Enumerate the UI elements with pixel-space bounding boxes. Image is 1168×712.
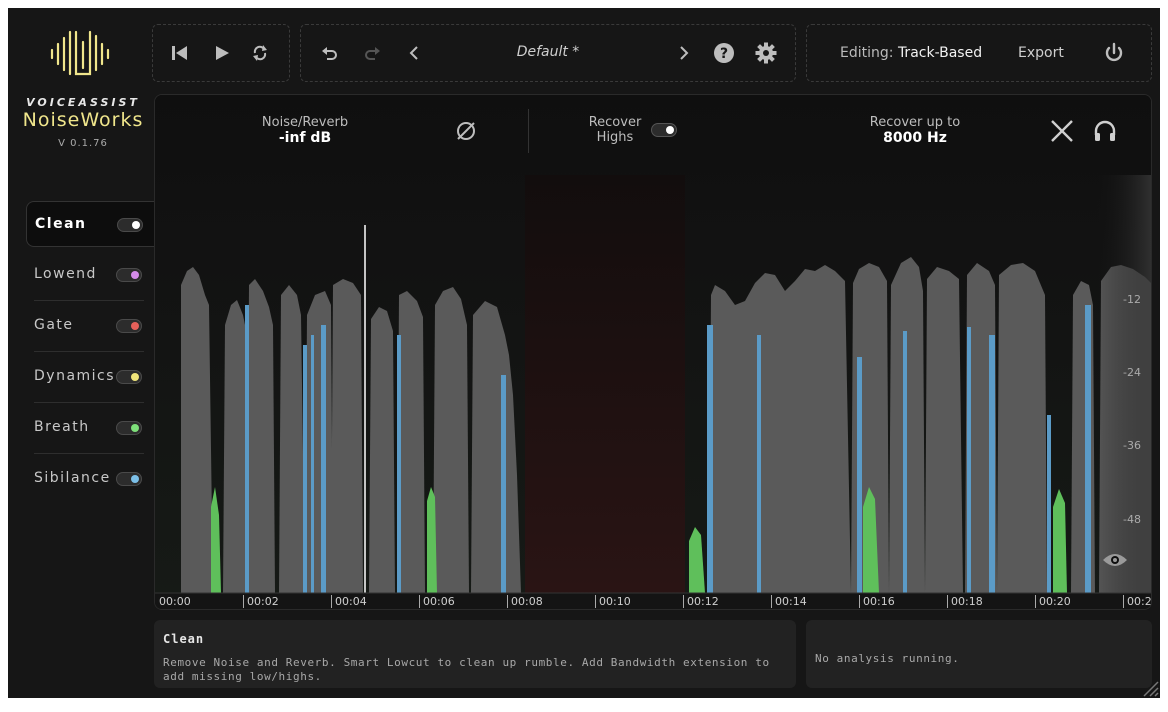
db-scale-label: -36 [1123,439,1141,452]
phase-invert-icon[interactable] [453,118,479,144]
next-preset-icon[interactable] [674,42,694,64]
preset-group [300,24,796,82]
divider [34,300,144,301]
editing-group [806,24,1152,82]
clean-toggle[interactable] [117,218,143,232]
eye-icon[interactable] [1101,549,1129,571]
play-icon[interactable] [210,42,234,64]
svg-text:?: ? [720,46,728,62]
timeline-tick: 00:16 [859,595,895,608]
lowend-toggle[interactable] [116,268,142,282]
undo-icon[interactable] [318,42,342,64]
waveform-segment [181,257,1151,593]
recover-up-to-param[interactable]: Recover up to 8000 Hz [855,115,975,146]
analysis-status-panel: No analysis running. [806,620,1152,688]
logo-icon [50,30,110,76]
breath-markers [211,487,1067,593]
redo-icon[interactable] [360,42,384,64]
timeline-tick: 00:14 [771,595,807,608]
close-icon[interactable] [1048,117,1076,145]
resize-handle-icon[interactable] [1140,678,1160,698]
sidebar-item-dynamics[interactable]: Dynamics [26,354,154,400]
sidebar-item-gate[interactable]: Gate [26,303,154,349]
noise-reverb-label: Noise/Reverb [261,115,349,130]
module-info-title: Clean [163,632,205,646]
timeline-tick: 00:06 [419,595,455,608]
timeline-tick: 00:00 [159,595,191,608]
sidebar-item-label: Dynamics [34,368,116,384]
export-button[interactable]: Export [1018,45,1064,61]
recover-up-to-value: 8000 Hz [883,130,947,146]
sidebar-item-label: Lowend [34,266,97,282]
app-window: VOICEASSIST NoiseWorks V 0.1.76 Default … [8,8,1160,698]
editing-value: Track-Based [897,45,983,61]
power-icon[interactable] [1102,41,1126,65]
sibilance-markers [245,305,1091,593]
skip-to-start-icon[interactable] [168,42,192,64]
module-info-panel: Clean Remove Noise and Reverb. Smart Low… [154,620,796,688]
timeline-tick: 00:2 [1123,595,1151,608]
editing-label: Editing: [840,45,894,61]
logo: VOICEASSIST NoiseWorks V 0.1.76 [8,8,158,178]
db-scale-label: -12 [1123,293,1141,306]
db-scale-label: -24 [1123,366,1141,379]
divider [34,402,144,403]
analysis-status: No analysis running. [815,652,960,665]
sidebar-item-label: Breath [34,419,90,435]
db-scale-label: -48 [1123,513,1141,526]
divider [34,351,144,352]
sidebar-item-breath[interactable]: Breath [26,405,154,451]
breath-toggle[interactable] [116,421,142,435]
headphones-icon[interactable] [1091,117,1119,145]
recover-highs-toggle[interactable] [651,123,677,137]
timeline-tick: 00:10 [595,595,631,608]
module-info-description: Remove Noise and Reverb. Smart Lowcut to… [163,656,770,683]
sidebar-item-lowend[interactable]: Lowend [26,252,154,298]
recover-highs-line-2: Highs [596,130,634,145]
brand-name: NoiseWorks [22,109,144,131]
sidebar-item-sibilance[interactable]: Sibilance [26,456,154,502]
transport-group [152,24,290,82]
gear-icon[interactable] [754,41,778,65]
brand-tagline: VOICEASSIST [26,96,140,109]
editing-mode[interactable]: Editing: Track-Based [840,45,982,61]
recover-highs-line-1: Recover [588,115,642,130]
sidebar-item-label: Sibilance [34,470,111,486]
timeline-tick: 00:08 [507,595,543,608]
recover-highs-label: Recover Highs [575,115,655,145]
divider [34,453,144,454]
timeline-tick: 00:04 [331,595,367,608]
sibilance-toggle[interactable] [116,472,142,486]
noise-reverb-value: -inf dB [278,130,332,146]
loop-icon[interactable] [248,42,272,64]
noise-reverb-param[interactable]: Noise/Reverb -inf dB [245,115,365,146]
timeline-tick: 00:02 [243,595,279,608]
version-label: V 0.1.76 [58,138,108,149]
dynamics-toggle[interactable] [116,370,142,384]
timeline-tick: 00:12 [683,595,719,608]
timeline-tick: 00:20 [1035,595,1071,608]
waveform-display[interactable] [155,95,1152,610]
previous-preset-icon[interactable] [404,42,424,64]
recover-up-to-label: Recover up to [869,115,961,130]
sidebar-item-label: Clean [35,216,87,232]
sidebar-item-clean[interactable]: Clean [26,201,154,247]
waveform-panel[interactable]: Noise/Reverb -inf dB Recover Highs Recov… [154,94,1152,610]
timeline-tick: 00:18 [947,595,983,608]
divider [528,109,529,153]
help-icon[interactable]: ? [712,41,736,65]
sidebar-item-label: Gate [34,317,74,333]
gate-toggle[interactable] [116,319,142,333]
preset-name[interactable]: Default * [516,44,580,60]
toggle-knob [666,126,674,134]
